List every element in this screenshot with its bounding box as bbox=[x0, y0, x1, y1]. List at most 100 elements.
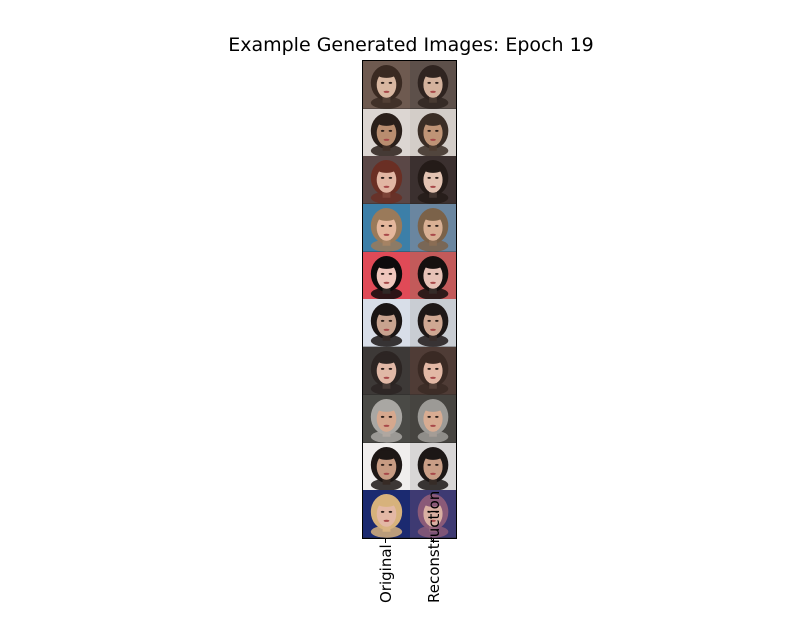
face-right-eye bbox=[388, 367, 393, 370]
face-tile-reconstruction-1 bbox=[410, 61, 456, 109]
face-tile-reconstruction-5 bbox=[410, 251, 456, 300]
face-tile-reconstruction-7-svg bbox=[410, 347, 456, 395]
face-mouth bbox=[430, 186, 436, 189]
face-hairline bbox=[422, 497, 444, 508]
face-skin bbox=[423, 453, 443, 480]
face-tile-original-7 bbox=[363, 347, 410, 395]
face-right-eye bbox=[435, 367, 439, 370]
face-right-eye bbox=[435, 463, 439, 466]
face-tile-reconstruction-3-svg bbox=[410, 156, 456, 205]
face-shoulders bbox=[417, 335, 449, 348]
face-hairline bbox=[422, 163, 444, 174]
face-tile-original-9-svg bbox=[363, 442, 410, 491]
x-tick-label-original: Original bbox=[377, 543, 397, 623]
face-tile-reconstruction-7 bbox=[410, 347, 456, 395]
face-mouth bbox=[430, 233, 436, 236]
face-skin bbox=[423, 119, 443, 146]
face-tile-reconstruction-5-svg bbox=[410, 251, 456, 300]
face-shoulders bbox=[370, 430, 403, 443]
face-shoulders bbox=[370, 525, 403, 538]
face-skin bbox=[423, 310, 443, 337]
face-shoulders bbox=[417, 478, 449, 491]
face-hairline bbox=[375, 258, 398, 269]
face-shoulders bbox=[370, 239, 403, 252]
face-shoulders bbox=[370, 478, 403, 491]
face-left-eye bbox=[427, 129, 431, 132]
face-right-eye bbox=[435, 224, 439, 227]
face-tile-reconstruction-8 bbox=[410, 394, 456, 443]
x-tick-label-original-text: Original bbox=[377, 544, 395, 603]
face-right-eye bbox=[388, 81, 393, 84]
face-tile-reconstruction-2 bbox=[410, 108, 456, 157]
face-hairline bbox=[422, 449, 444, 460]
face-left-eye bbox=[380, 272, 385, 275]
figure-title: Example Generated Images: Epoch 19 bbox=[228, 34, 594, 56]
face-tile-original-3-svg bbox=[363, 156, 410, 205]
face-mouth bbox=[430, 424, 436, 427]
face-skin bbox=[423, 358, 443, 384]
face-mouth bbox=[430, 472, 436, 475]
figure: Example Generated Images: Epoch 19 Origi… bbox=[228, 34, 594, 603]
face-skin bbox=[423, 71, 443, 98]
face-left-eye bbox=[427, 463, 431, 466]
x-tick-label-reconstruction: Reconstruction bbox=[425, 491, 445, 623]
face-right-eye bbox=[388, 320, 393, 323]
face-skin bbox=[423, 214, 443, 241]
face-tile-reconstruction-8-svg bbox=[410, 394, 456, 443]
face-mouth bbox=[383, 519, 390, 523]
face-tile-original-8-svg bbox=[363, 394, 410, 443]
face-left-eye bbox=[380, 511, 385, 514]
face-tile-original-5-svg bbox=[363, 251, 410, 300]
face-shoulders bbox=[417, 430, 449, 443]
face-left-eye bbox=[380, 415, 385, 418]
face-tile-reconstruction-6 bbox=[410, 299, 456, 348]
face-shoulders bbox=[370, 192, 403, 205]
face-tile-original-7-svg bbox=[363, 347, 410, 395]
face-left-eye bbox=[380, 129, 385, 132]
face-skin bbox=[376, 453, 397, 480]
face-shoulders bbox=[370, 96, 403, 109]
face-tile-original-3 bbox=[363, 156, 410, 205]
face-hairline bbox=[375, 211, 398, 221]
face-tile-original-4 bbox=[363, 204, 410, 252]
face-mouth bbox=[430, 376, 436, 380]
face-tile-original-6 bbox=[363, 299, 410, 348]
image-grid-axes bbox=[362, 60, 457, 539]
face-tile-original-5 bbox=[363, 251, 410, 300]
face-hairline bbox=[375, 67, 398, 78]
face-mouth bbox=[430, 138, 436, 141]
face-skin bbox=[423, 405, 443, 432]
x-tick-mark-original bbox=[385, 539, 386, 543]
face-mouth bbox=[383, 186, 390, 189]
face-left-eye bbox=[427, 367, 431, 370]
face-hairline bbox=[375, 497, 398, 508]
face-tile-reconstruction-10-svg bbox=[410, 490, 456, 538]
face-right-eye bbox=[388, 224, 393, 227]
face-tile-original-2 bbox=[363, 108, 410, 157]
x-tick-mark-reconstruction bbox=[433, 539, 434, 543]
face-tile-reconstruction-4-svg bbox=[410, 204, 456, 252]
face-left-eye bbox=[380, 320, 385, 323]
face-tile-reconstruction-2-svg bbox=[410, 108, 456, 157]
face-mouth bbox=[430, 281, 436, 284]
face-left-eye bbox=[380, 177, 385, 180]
face-skin bbox=[376, 262, 397, 289]
face-hairline bbox=[375, 163, 398, 174]
face-mouth bbox=[430, 90, 436, 93]
face-skin bbox=[376, 214, 397, 241]
face-mouth bbox=[430, 329, 436, 332]
face-skin bbox=[376, 71, 397, 98]
face-right-eye bbox=[388, 129, 393, 132]
face-right-eye bbox=[388, 415, 393, 418]
face-hairline bbox=[375, 401, 398, 412]
face-tile-reconstruction-9-svg bbox=[410, 442, 456, 491]
face-left-eye bbox=[380, 367, 385, 370]
face-hairline bbox=[375, 306, 398, 317]
face-mouth bbox=[383, 376, 390, 380]
face-hairline bbox=[422, 115, 444, 126]
face-shoulders bbox=[370, 335, 403, 348]
face-skin bbox=[376, 501, 397, 527]
face-tile-reconstruction-6-svg bbox=[410, 299, 456, 348]
face-hairline bbox=[375, 449, 398, 460]
face-skin bbox=[423, 501, 443, 527]
